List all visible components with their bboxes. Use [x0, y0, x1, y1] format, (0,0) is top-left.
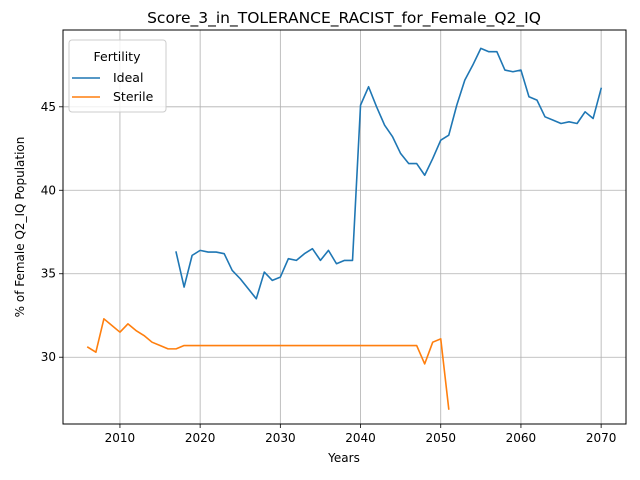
y-tick-label: 35 [41, 267, 56, 281]
x-tick-label: 2040 [345, 431, 376, 445]
x-tick-label: 2030 [265, 431, 296, 445]
x-tick-label: 2060 [506, 431, 537, 445]
axis-ticks: 2010 2020 2030 2040 2050 2060 2070 30 35 40 45 [41, 100, 617, 445]
x-tick-label: 2010 [105, 431, 136, 445]
legend-label-ideal: Ideal [113, 70, 143, 85]
x-axis-label: Years [327, 451, 360, 465]
y-tick-label: 40 [41, 183, 56, 197]
y-axis-label: % of Female Q2_IQ Population [13, 137, 27, 318]
x-tick-label: 2050 [425, 431, 456, 445]
y-tick-label: 45 [41, 100, 56, 114]
series-line-ideal [175, 47, 603, 300]
legend: Fertility Ideal Sterile [68, 39, 167, 113]
legend-title: Fertility [94, 49, 142, 64]
x-tick-label: 2070 [586, 431, 617, 445]
series-lines [86, 47, 603, 410]
chart-title: Score_3_in_TOLERANCE_RACIST_for_Female_Q… [147, 9, 541, 28]
plot-area-frame [62, 29, 627, 425]
series-line-sterile [86, 318, 450, 410]
legend-label-sterile: Sterile [113, 89, 154, 104]
legend-box [68, 39, 167, 113]
y-tick-label: 30 [41, 350, 56, 364]
x-tick-label: 2020 [185, 431, 216, 445]
